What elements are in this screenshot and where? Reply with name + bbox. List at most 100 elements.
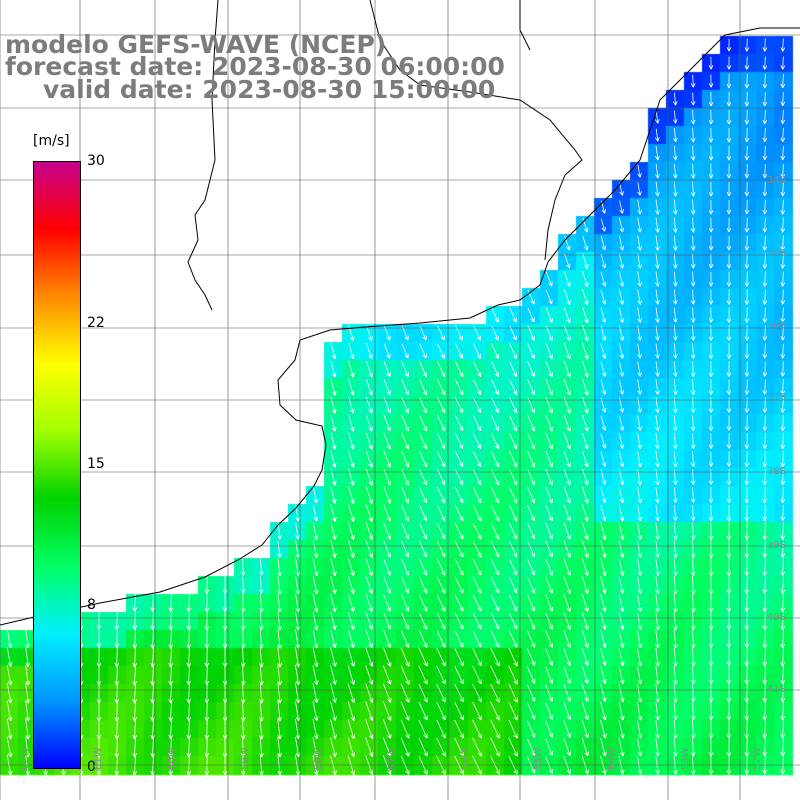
wind-arrow xyxy=(744,648,750,667)
wind-arrow xyxy=(726,379,732,395)
wind-arrow xyxy=(96,664,102,686)
wind-arrow xyxy=(312,629,319,649)
wind-arrow xyxy=(348,468,355,486)
wind-arrow xyxy=(401,594,410,612)
wind-arrow xyxy=(454,486,464,504)
wind-arrow xyxy=(600,289,607,305)
wind-arrow xyxy=(780,379,786,395)
wind-arrow xyxy=(780,307,786,323)
wind-arrow xyxy=(780,181,786,197)
wind-arrow xyxy=(726,38,732,52)
wind-arrow xyxy=(780,647,786,667)
wind-arrow xyxy=(204,665,210,686)
wind-arrow xyxy=(673,397,678,414)
wind-arrow xyxy=(726,630,732,648)
wind-arrow xyxy=(690,199,696,215)
wind-arrow xyxy=(690,593,696,613)
wind-arrow xyxy=(259,646,264,668)
wind-arrow xyxy=(744,630,750,649)
wind-arrow xyxy=(708,594,714,613)
wind-arrow xyxy=(545,720,554,738)
wind-arrow xyxy=(419,450,428,468)
wind-arrow xyxy=(690,397,696,414)
wind-arrow xyxy=(744,253,750,269)
wind-arrow xyxy=(186,718,192,740)
wind-arrow xyxy=(400,683,410,703)
wind-arrow xyxy=(436,469,446,486)
wind-arrow xyxy=(762,38,768,52)
wind-arrow xyxy=(436,487,446,504)
wind-arrow xyxy=(436,414,446,432)
wind-arrow xyxy=(330,630,337,649)
wind-arrow xyxy=(744,522,750,541)
wind-arrow xyxy=(454,504,464,522)
wind-arrow xyxy=(472,648,482,667)
wind-arrow xyxy=(600,630,607,648)
wind-arrow xyxy=(400,719,410,739)
wind-arrow xyxy=(582,396,589,414)
wind-arrow xyxy=(672,181,678,197)
wind-arrow xyxy=(708,540,714,559)
wind-arrow xyxy=(563,307,571,324)
wind-arrow xyxy=(618,719,625,739)
wind-arrow xyxy=(600,505,607,522)
wind-arrow xyxy=(744,38,750,52)
wind-arrow xyxy=(222,700,228,722)
wind-arrow xyxy=(508,737,518,757)
wind-arrow xyxy=(383,630,392,648)
wind-arrow xyxy=(762,630,768,649)
wind-arrow xyxy=(744,56,750,70)
wind-arrow xyxy=(690,451,696,467)
wind-arrow xyxy=(726,73,732,89)
wind-arrow xyxy=(582,306,589,324)
wind-arrow xyxy=(186,629,192,649)
wind-arrow xyxy=(708,361,714,377)
wind-arrow xyxy=(780,505,786,522)
wind-arrow xyxy=(563,289,571,305)
wind-arrow xyxy=(581,720,589,739)
wind-arrow xyxy=(527,414,536,432)
wind-arrow xyxy=(508,486,518,504)
wind-arrow xyxy=(365,665,374,685)
wind-arrow xyxy=(454,451,464,468)
wind-arrow xyxy=(637,576,643,594)
wind-arrow xyxy=(690,361,696,377)
wind-arrow xyxy=(365,414,373,432)
wind-arrow xyxy=(780,110,786,125)
wind-arrow xyxy=(418,719,428,739)
wind-arrow xyxy=(366,343,373,359)
wind-arrow xyxy=(726,235,732,251)
wind-arrow xyxy=(600,522,607,540)
wind-arrow xyxy=(673,665,678,685)
wind-arrow xyxy=(527,432,536,450)
wind-arrow xyxy=(708,701,714,721)
wind-arrow xyxy=(690,522,696,540)
wind-arrow xyxy=(708,127,714,143)
wind-arrow xyxy=(780,289,786,305)
wind-arrow xyxy=(348,558,355,577)
wind-arrow xyxy=(168,646,174,668)
wind-arrow xyxy=(780,558,786,576)
wind-arrow xyxy=(330,665,337,685)
wind-arrow xyxy=(400,647,410,667)
wind-arrow xyxy=(383,414,391,432)
wind-arrow xyxy=(673,558,678,576)
wind-arrow xyxy=(655,289,660,305)
wind-arrow xyxy=(563,576,572,594)
wind-arrow xyxy=(132,646,138,668)
wind-arrow xyxy=(545,648,554,666)
wind-arrow xyxy=(258,558,264,576)
wind-arrow xyxy=(708,217,714,233)
wind-arrow xyxy=(348,486,355,504)
wind-arrow xyxy=(132,718,138,740)
wind-arrow xyxy=(509,432,518,450)
wind-arrow xyxy=(436,612,446,630)
wind-arrow xyxy=(277,611,282,631)
wind-arrow xyxy=(545,468,553,486)
wind-arrow xyxy=(527,379,536,396)
wind-arrow xyxy=(726,415,732,431)
wind-arrow xyxy=(618,486,625,504)
wind-arrow xyxy=(132,736,138,758)
wind-arrow xyxy=(744,163,750,179)
wind-arrow xyxy=(600,379,607,395)
